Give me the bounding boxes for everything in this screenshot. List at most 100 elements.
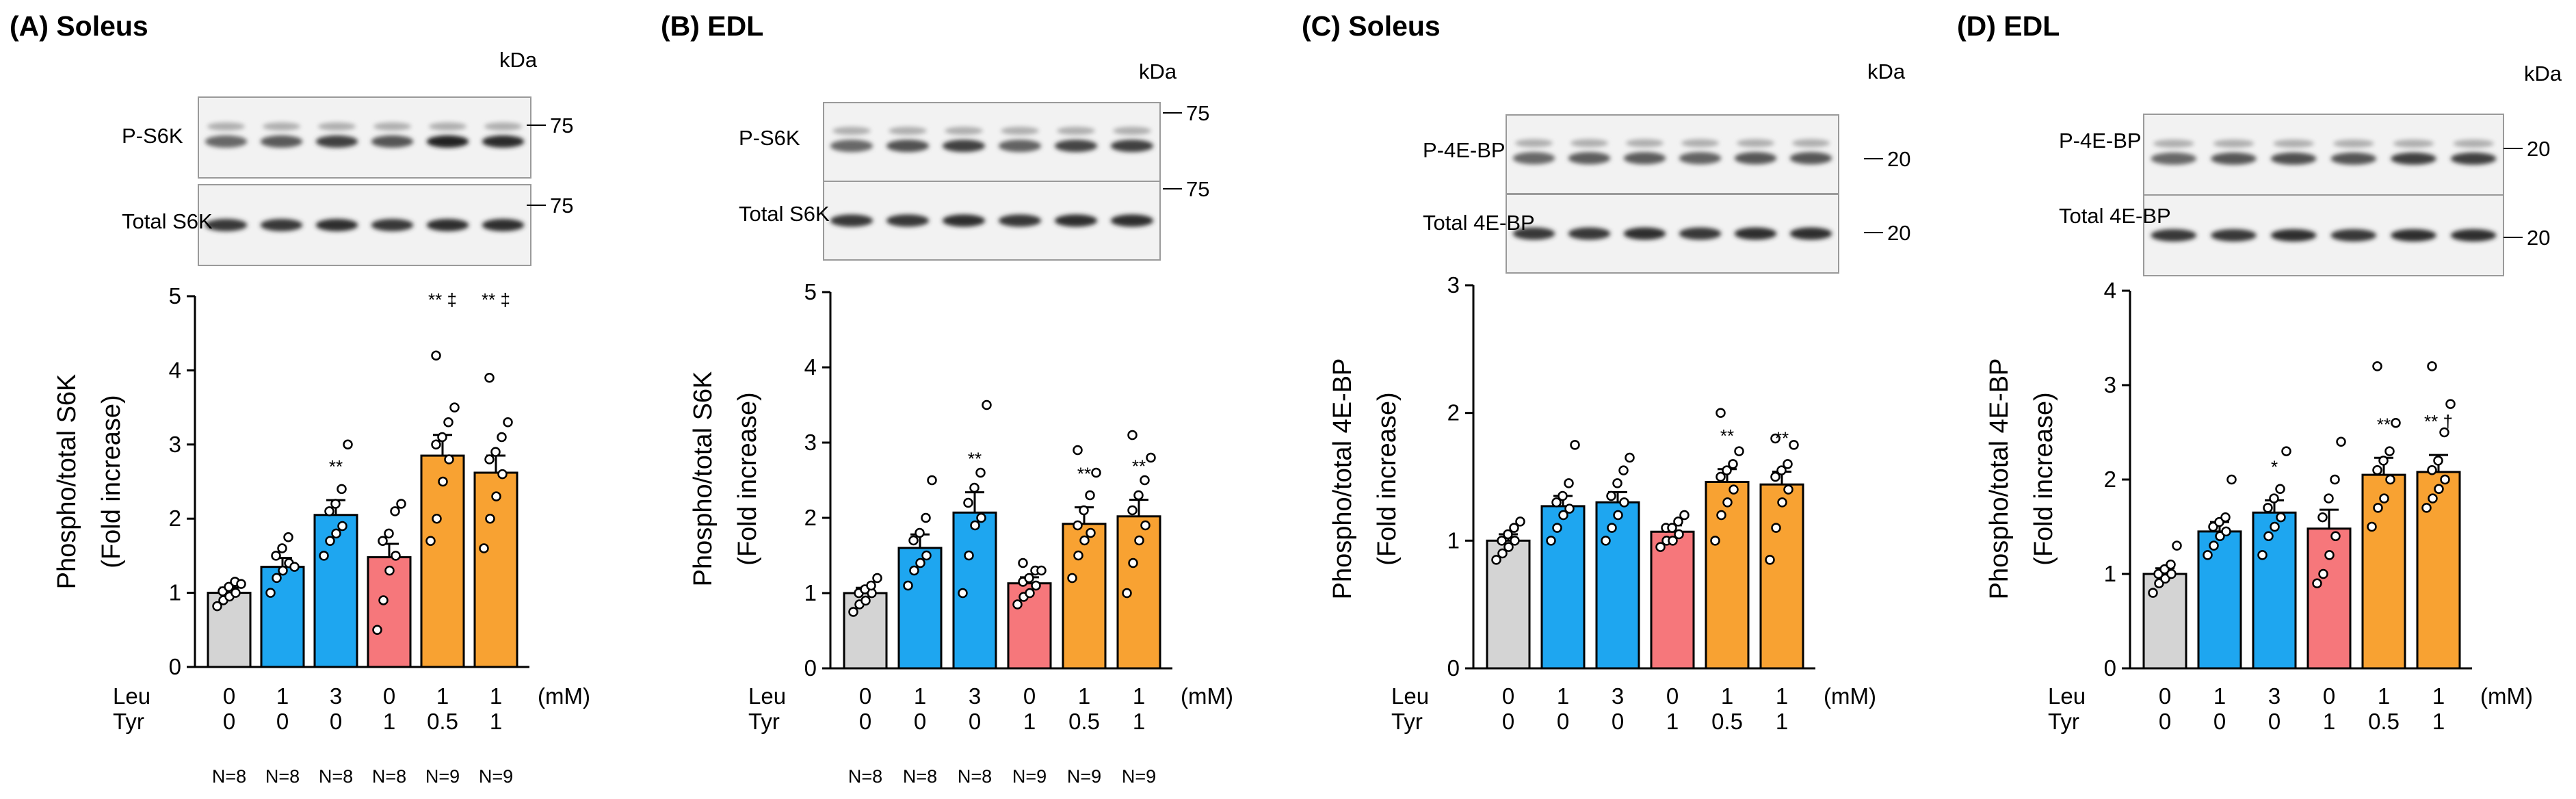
data-point xyxy=(277,543,287,553)
data-point xyxy=(425,536,436,546)
blot-label: P-S6K xyxy=(739,126,800,150)
data-point xyxy=(1710,536,1720,546)
blot-band xyxy=(1623,227,1666,240)
leu-row-label: Leu xyxy=(748,683,786,709)
blot-band xyxy=(2393,139,2434,148)
data-point xyxy=(2324,493,2334,503)
mw-marker: 20 xyxy=(2527,226,2550,250)
n-label: N=8 xyxy=(848,766,882,787)
data-point xyxy=(2445,399,2456,409)
bar xyxy=(1595,501,1640,670)
bar xyxy=(1705,480,1750,670)
blot-band xyxy=(315,135,358,148)
y-axis-label-2: (Fold increase) xyxy=(1373,392,1402,565)
data-point xyxy=(921,512,931,523)
y-tick-label: 0 xyxy=(1447,655,1460,681)
data-point xyxy=(324,506,334,516)
data-point xyxy=(2391,417,2401,428)
data-point xyxy=(1612,478,1622,488)
bar xyxy=(1540,505,1586,670)
leu-row-label: Leu xyxy=(1391,683,1429,709)
bar xyxy=(2142,573,2187,670)
data-point xyxy=(1655,542,1666,552)
blot-band xyxy=(1623,152,1666,165)
data-point xyxy=(1067,573,1077,584)
significance-label: ** xyxy=(968,449,982,469)
bar xyxy=(1650,530,1695,670)
data-point xyxy=(2166,568,2177,579)
tyr-value: 0 xyxy=(330,709,342,734)
data-point xyxy=(1510,536,1520,546)
blot-band xyxy=(942,214,986,227)
significance-label: ** † xyxy=(2424,411,2453,432)
data-point xyxy=(484,454,495,464)
data-point xyxy=(958,588,968,599)
unit-label: (mM) xyxy=(1824,683,1876,709)
leu-value: 1 xyxy=(436,683,449,709)
n-label: N=9 xyxy=(1122,766,1156,787)
blot-band xyxy=(371,219,414,231)
blot-band xyxy=(2450,152,2497,165)
data-point xyxy=(1546,536,1556,546)
tyr-value: 0 xyxy=(2159,709,2171,734)
blot-band xyxy=(1734,152,1777,165)
significance-label: ** ‡ xyxy=(428,289,457,310)
data-point xyxy=(444,454,454,464)
data-point xyxy=(2440,474,2450,485)
blot-label: P-4E-BP xyxy=(2059,129,2142,153)
unit-label: (mM) xyxy=(2480,683,2533,709)
blot-band xyxy=(1057,127,1095,135)
blot-label: P-S6K xyxy=(122,124,183,148)
data-point xyxy=(2269,493,2279,503)
leu-value: 0 xyxy=(2323,683,2335,709)
blot-band xyxy=(2450,229,2497,241)
data-point xyxy=(278,565,288,576)
data-point xyxy=(503,417,513,428)
data-point xyxy=(378,536,388,546)
n-label: N=9 xyxy=(1012,766,1047,787)
significance-label: ** xyxy=(2377,414,2391,434)
tyr-value: 0 xyxy=(223,709,235,734)
blot-band xyxy=(1679,227,1722,240)
data-point xyxy=(2324,550,2335,560)
data-point xyxy=(1607,523,1617,533)
data-point xyxy=(1128,558,1138,568)
tyr-value: 0 xyxy=(914,709,926,734)
data-point xyxy=(1515,516,1525,527)
blot-band xyxy=(2270,152,2317,165)
data-point xyxy=(337,521,347,532)
tyr-value: 1 xyxy=(490,709,502,734)
data-point xyxy=(848,607,858,617)
tyr-value: 0.5 xyxy=(1068,709,1100,734)
data-point xyxy=(2330,531,2341,542)
blot-frame xyxy=(823,102,1161,182)
tyr-value: 0.5 xyxy=(1711,709,1743,734)
tyr-value: 0 xyxy=(969,709,981,734)
data-point xyxy=(2257,550,2268,560)
blot-band xyxy=(1734,227,1777,240)
blot-band xyxy=(482,219,525,231)
blot-image xyxy=(198,96,531,179)
data-point xyxy=(2336,436,2346,447)
data-point xyxy=(872,573,882,584)
data-point xyxy=(982,400,992,410)
data-point xyxy=(384,528,394,539)
data-point xyxy=(1679,510,1690,521)
tyr-value: 0.5 xyxy=(427,709,458,734)
leu-value: 3 xyxy=(330,683,342,709)
leu-value: 1 xyxy=(1721,683,1733,709)
blot-frame xyxy=(823,181,1161,261)
leu-row-label: Leu xyxy=(113,683,150,709)
kda-label: kDa xyxy=(2524,62,2562,86)
data-point xyxy=(337,484,347,495)
leu-value: 0 xyxy=(1023,683,1036,709)
tyr-value: 1 xyxy=(2432,709,2445,734)
mw-marker: 75 xyxy=(550,194,573,218)
blot-band xyxy=(832,127,871,135)
data-point xyxy=(2209,540,2219,551)
data-point xyxy=(1722,465,1732,475)
blot-band xyxy=(998,214,1042,227)
kda-label: kDa xyxy=(1867,60,1906,83)
